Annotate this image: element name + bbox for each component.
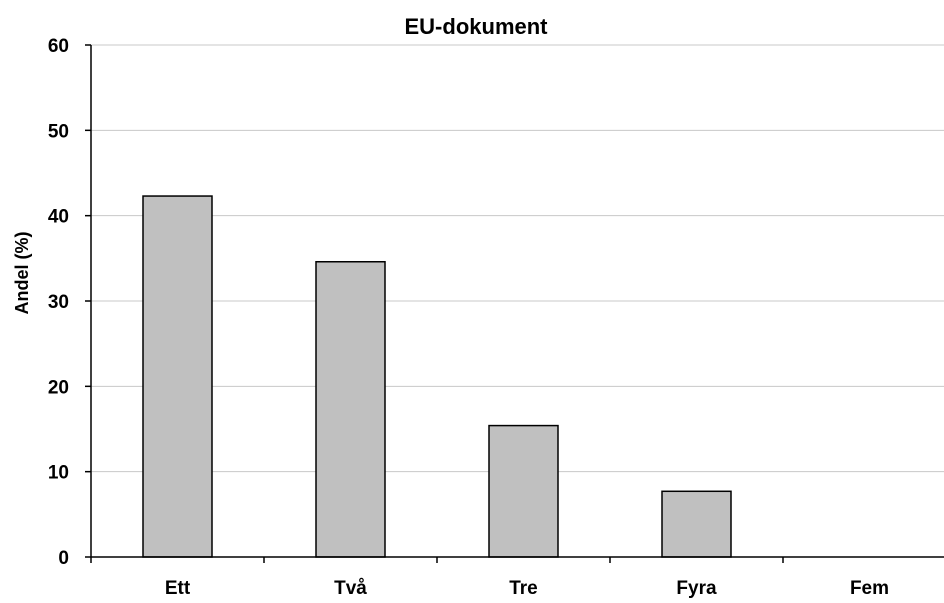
bar-två — [315, 260, 386, 558]
y-tick-label-40: 40 — [48, 207, 69, 228]
x-tick-label-två: Två — [334, 578, 367, 598]
y-tick-label-30: 30 — [48, 292, 69, 313]
y-tick-label-10: 10 — [48, 463, 69, 484]
bar-ett — [142, 195, 213, 558]
y-tick-labels: 0 10 20 30 40 50 60 — [48, 36, 69, 569]
bars — [142, 195, 732, 558]
gridlines — [91, 44, 944, 473]
x-tick-labels: Ett Två Tre Fyra Fem — [165, 578, 889, 599]
bar-tre — [488, 424, 559, 558]
x-tick-label-tre: Tre — [509, 578, 538, 598]
x-tick-label-fyra: Fyra — [676, 578, 717, 598]
y-axis-title: Andel (%) — [12, 231, 32, 314]
y-tick-label-50: 50 — [48, 121, 69, 142]
y-tick-label-60: 60 — [48, 36, 69, 57]
axes — [85, 44, 944, 563]
bar-fyra — [661, 490, 732, 558]
x-tick-label-fem: Fem — [850, 578, 889, 598]
y-tick-label-20: 20 — [48, 377, 69, 398]
chart-title: EU-dokument — [405, 14, 549, 39]
y-tick-label-0: 0 — [58, 548, 69, 569]
x-tick-label-ett: Ett — [165, 578, 191, 598]
